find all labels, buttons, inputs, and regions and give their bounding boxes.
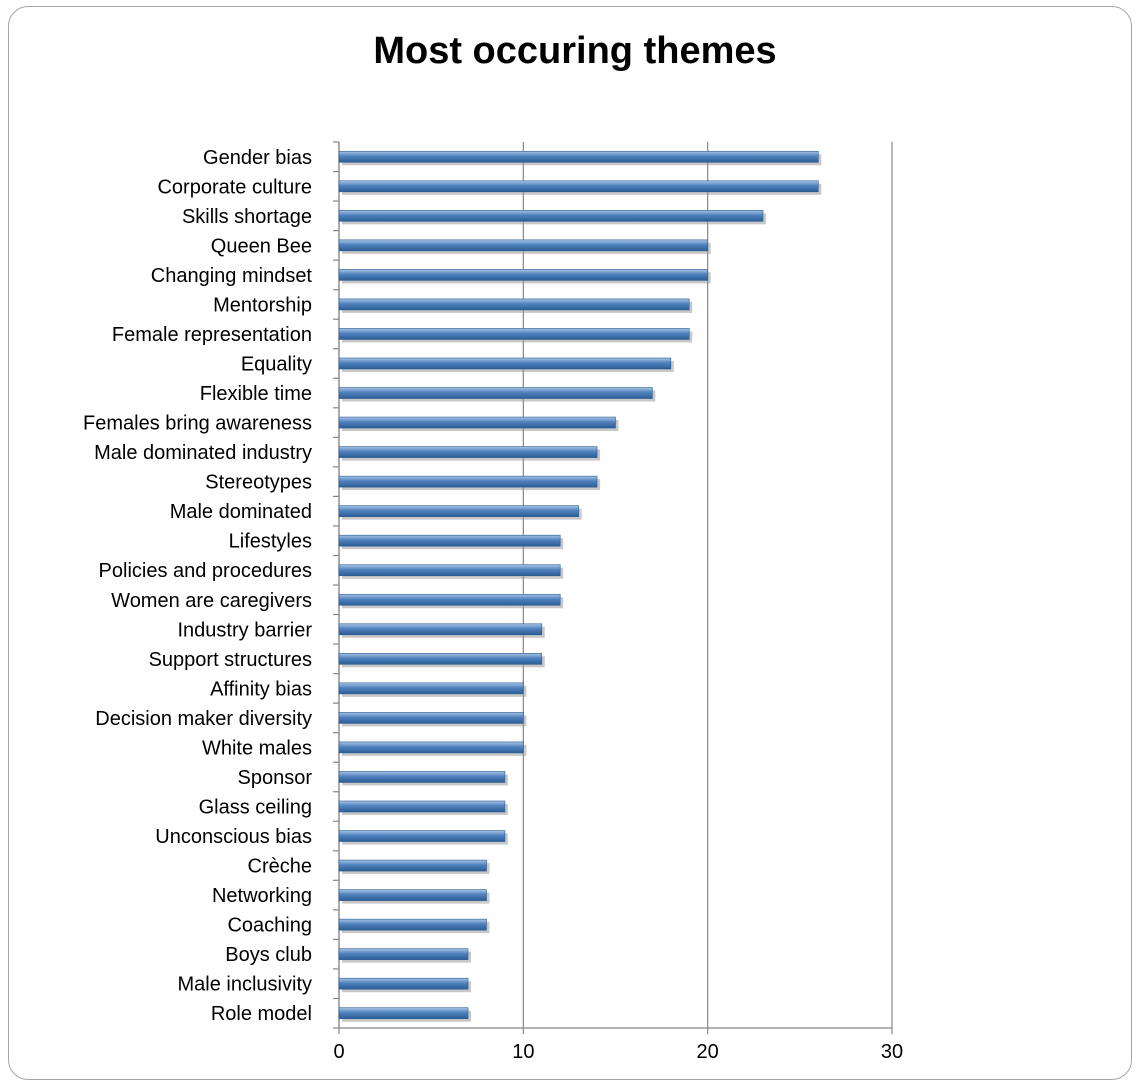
bar-male-dominated-industry bbox=[338, 446, 598, 458]
bar-decision-maker-diversity bbox=[338, 712, 524, 724]
bar-females-bring-awareness bbox=[338, 416, 616, 429]
bar-role-model bbox=[338, 1007, 469, 1020]
category-label: Women are caregivers bbox=[111, 590, 312, 612]
bar-coaching bbox=[338, 918, 487, 931]
category-label: Industry barrier bbox=[178, 619, 313, 641]
category-label: Role model bbox=[211, 1003, 312, 1025]
bar-lifestyles bbox=[338, 534, 561, 547]
bar-gender-bias bbox=[338, 150, 819, 163]
bar-networking bbox=[338, 889, 487, 901]
category-label: Policies and procedures bbox=[99, 560, 312, 582]
category-label: Boys club bbox=[225, 944, 312, 966]
bar-policies-and-procedures bbox=[338, 564, 561, 577]
bar-boys-club bbox=[338, 948, 469, 960]
category-label: Corporate culture bbox=[157, 176, 312, 198]
category-label: Females bring awareness bbox=[83, 413, 312, 435]
x-tick-label: 10 bbox=[512, 1041, 534, 1063]
bar-female-representation bbox=[338, 328, 690, 340]
category-label: Female representation bbox=[112, 324, 312, 346]
label-layer: 0 10 20 30 Gender bias Corporate culture Skill… bbox=[83, 147, 903, 1063]
bar-corporate-culture bbox=[338, 180, 819, 193]
category-label: Skills shortage bbox=[182, 206, 312, 228]
category-label: Glass ceiling bbox=[199, 797, 312, 819]
bar-sponsor bbox=[338, 771, 506, 783]
bar-affinity-bias bbox=[338, 682, 524, 695]
category-label: Lifestyles bbox=[229, 531, 312, 553]
bar-equality bbox=[338, 357, 672, 370]
bar-support-structures bbox=[338, 653, 543, 665]
category-label: Male inclusivity bbox=[178, 974, 312, 996]
category-label: Stereotypes bbox=[205, 472, 312, 494]
bar-cr-che bbox=[338, 859, 487, 872]
bar-unconscious-bias bbox=[338, 830, 506, 842]
category-label: Gender bias bbox=[203, 147, 312, 169]
bar-glass-ceiling bbox=[338, 800, 506, 813]
category-label: Affinity bias bbox=[210, 678, 312, 700]
bar-flexible-time bbox=[338, 387, 653, 399]
bar-women-are-caregivers bbox=[338, 593, 561, 606]
category-label: Equality bbox=[241, 354, 312, 376]
bar-white-males bbox=[338, 741, 524, 754]
bar-male-inclusivity bbox=[338, 977, 469, 990]
category-label: Queen Bee bbox=[211, 235, 312, 257]
category-label: Coaching bbox=[227, 915, 312, 937]
bar-stereotypes bbox=[338, 475, 598, 488]
bar-changing-mindset bbox=[338, 269, 708, 281]
category-label: Sponsor bbox=[238, 767, 313, 789]
bar-mentorship bbox=[338, 298, 690, 311]
bar-skills-shortage bbox=[338, 210, 764, 222]
category-label: Support structures bbox=[149, 649, 312, 671]
category-label: Male dominated industry bbox=[94, 442, 312, 464]
category-label: Male dominated bbox=[170, 501, 312, 523]
x-tick-label: 20 bbox=[697, 1041, 719, 1063]
category-label: Changing mindset bbox=[151, 265, 313, 287]
category-label: Decision maker diversity bbox=[95, 708, 312, 730]
category-label: Mentorship bbox=[213, 294, 312, 316]
category-label: White males bbox=[202, 737, 312, 759]
x-tick-label: 0 bbox=[333, 1041, 344, 1063]
chart-title: Most occuring themes bbox=[373, 30, 777, 72]
bar-layer bbox=[338, 150, 822, 1022]
category-label: Crèche bbox=[248, 856, 312, 878]
category-label: Flexible time bbox=[200, 383, 312, 405]
bar-industry-barrier bbox=[338, 623, 543, 636]
category-label: Unconscious bias bbox=[155, 826, 312, 848]
bar-male-dominated bbox=[338, 505, 579, 517]
bar-queen-bee bbox=[338, 239, 708, 252]
category-label: Networking bbox=[212, 885, 312, 907]
x-tick-label: 30 bbox=[881, 1041, 903, 1063]
grid-layer bbox=[333, 141, 893, 1034]
